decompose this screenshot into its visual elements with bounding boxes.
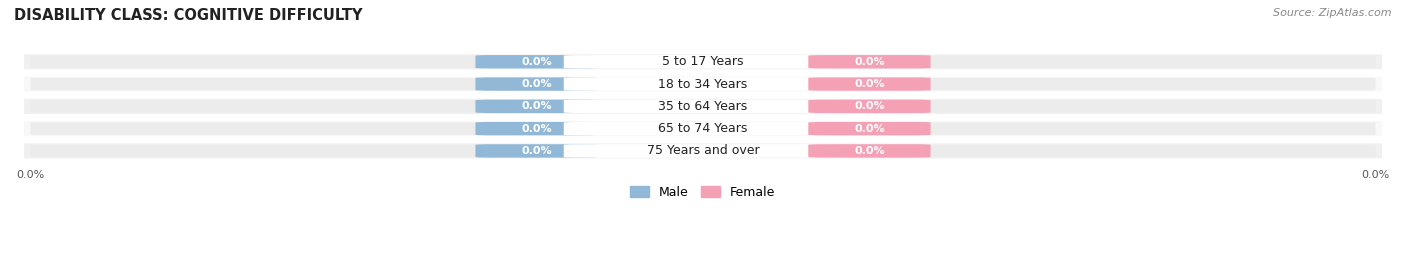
Text: Source: ZipAtlas.com: Source: ZipAtlas.com	[1274, 8, 1392, 18]
Text: 0.0%: 0.0%	[522, 79, 553, 89]
FancyBboxPatch shape	[31, 145, 703, 157]
Text: DISABILITY CLASS: COGNITIVE DIFFICULTY: DISABILITY CLASS: COGNITIVE DIFFICULTY	[14, 8, 363, 23]
FancyBboxPatch shape	[564, 144, 842, 158]
FancyBboxPatch shape	[31, 56, 703, 68]
Text: 5 to 17 Years: 5 to 17 Years	[662, 55, 744, 68]
FancyBboxPatch shape	[808, 122, 931, 135]
FancyBboxPatch shape	[475, 55, 598, 68]
Text: 0.0%: 0.0%	[522, 124, 553, 134]
FancyBboxPatch shape	[24, 143, 1382, 158]
Text: 0.0%: 0.0%	[522, 57, 553, 67]
FancyBboxPatch shape	[914, 145, 1375, 157]
Text: 75 Years and over: 75 Years and over	[647, 144, 759, 157]
FancyBboxPatch shape	[564, 100, 842, 113]
Text: 0.0%: 0.0%	[522, 101, 553, 111]
FancyBboxPatch shape	[914, 122, 1375, 135]
FancyBboxPatch shape	[31, 78, 703, 90]
FancyBboxPatch shape	[475, 122, 598, 135]
FancyBboxPatch shape	[564, 122, 842, 135]
FancyBboxPatch shape	[24, 54, 1382, 69]
FancyBboxPatch shape	[24, 121, 1382, 136]
FancyBboxPatch shape	[808, 77, 931, 91]
Text: 0.0%: 0.0%	[853, 57, 884, 67]
FancyBboxPatch shape	[475, 77, 598, 91]
FancyBboxPatch shape	[475, 100, 598, 113]
Text: 0.0%: 0.0%	[853, 101, 884, 111]
Legend: Male, Female: Male, Female	[626, 181, 780, 204]
FancyBboxPatch shape	[564, 77, 842, 91]
Text: 35 to 64 Years: 35 to 64 Years	[658, 100, 748, 113]
FancyBboxPatch shape	[808, 100, 931, 113]
FancyBboxPatch shape	[31, 100, 703, 112]
Text: 0.0%: 0.0%	[853, 146, 884, 156]
FancyBboxPatch shape	[475, 144, 598, 158]
FancyBboxPatch shape	[808, 144, 931, 158]
Text: 65 to 74 Years: 65 to 74 Years	[658, 122, 748, 135]
FancyBboxPatch shape	[914, 100, 1375, 112]
FancyBboxPatch shape	[24, 77, 1382, 91]
FancyBboxPatch shape	[808, 55, 931, 68]
FancyBboxPatch shape	[914, 78, 1375, 90]
FancyBboxPatch shape	[31, 122, 703, 135]
FancyBboxPatch shape	[914, 56, 1375, 68]
FancyBboxPatch shape	[564, 55, 842, 68]
Text: 0.0%: 0.0%	[853, 79, 884, 89]
FancyBboxPatch shape	[24, 99, 1382, 114]
Text: 0.0%: 0.0%	[522, 146, 553, 156]
Text: 0.0%: 0.0%	[853, 124, 884, 134]
Text: 18 to 34 Years: 18 to 34 Years	[658, 77, 748, 91]
